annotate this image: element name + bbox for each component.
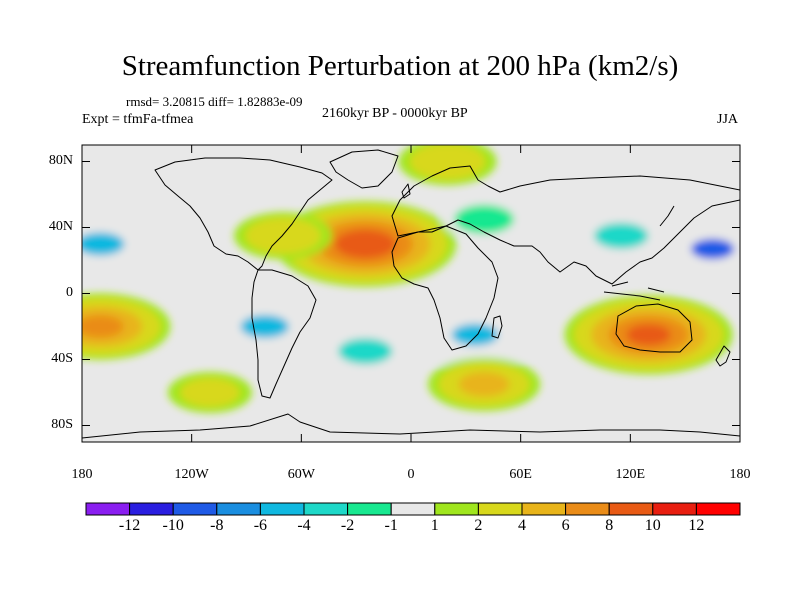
- anomaly-contour-10: [626, 324, 671, 346]
- y-tick-label: 80N: [48, 152, 73, 168]
- colorbar-label: 6: [561, 517, 570, 534]
- anomaly-contour-11: [82, 315, 124, 338]
- anomaly-contour-12: [458, 372, 510, 397]
- coastline-madagascar: [491, 315, 503, 339]
- colorbar-label: -10: [162, 517, 184, 534]
- colorbar-swatch: [565, 502, 610, 516]
- colorbar-label: -6: [253, 517, 268, 534]
- anomaly-contour-5: [454, 204, 514, 234]
- coastline-eurasia: [391, 165, 740, 285]
- coastline-greenland: [329, 149, 399, 189]
- y-tick-label: 40S: [51, 350, 73, 366]
- anomaly-contour-8: [338, 338, 393, 365]
- coastline-north-america: [154, 157, 333, 271]
- contour-fill-layer: [82, 145, 740, 413]
- colorbar-label: 1: [430, 517, 439, 534]
- coastline-africa: [391, 225, 499, 351]
- colorbar-label: 10: [644, 517, 661, 534]
- anomaly-contour-7: [240, 315, 289, 338]
- colorbar-label: 4: [518, 517, 526, 534]
- y-tick-label: 80S: [51, 416, 73, 432]
- chart-title: Streamfunction Perturbation at 200 hPa (…: [121, 50, 679, 82]
- coastline-british-isles: [401, 183, 411, 199]
- season-label: JJA: [717, 112, 739, 127]
- anomaly-contour-2: [82, 232, 125, 256]
- coastline-layer: [82, 149, 740, 439]
- colorbar-swatch: [216, 502, 261, 516]
- coastline-south-america: [251, 269, 317, 399]
- colorbar-label: -1: [384, 517, 398, 534]
- colorbar-label: 12: [688, 517, 705, 534]
- colorbar-swatch: [347, 502, 392, 516]
- colorbar-swatch: [695, 502, 741, 516]
- colorbar-label: -4: [297, 517, 311, 534]
- x-tick-label: 60W: [287, 467, 315, 482]
- colorbar-label: 8: [605, 517, 614, 534]
- colorbar: [85, 502, 741, 516]
- colorbar-swatch: [652, 502, 697, 516]
- colorbar-swatch: [129, 502, 174, 516]
- anomaly-contour-0: [343, 233, 387, 255]
- colorbar-swatch: [390, 502, 436, 516]
- anomaly-contour-4: [594, 222, 649, 249]
- axis-ticks: [81, 145, 741, 442]
- x-tick-label: 120W: [174, 467, 209, 482]
- colorbar-swatch: [521, 502, 567, 516]
- coastline-australia: [615, 303, 693, 353]
- x-tick-label: 0: [407, 467, 415, 482]
- anomaly-contour-3: [691, 238, 735, 260]
- y-tick-label: 40N: [48, 218, 73, 234]
- colorbar-swatch: [172, 502, 218, 516]
- anomaly-contour-9: [451, 323, 499, 346]
- colorbar-label: -8: [210, 517, 224, 534]
- colorbar-swatch: [85, 502, 131, 516]
- colorbar-swatch: [608, 502, 654, 516]
- anomaly-contour-1: [255, 222, 311, 249]
- x-tick-label: 180: [729, 467, 751, 482]
- colorbar-swatch: [477, 502, 523, 516]
- coastline-japan: [659, 205, 675, 227]
- coastline-antarctica: [82, 413, 740, 439]
- colorbar-label: -2: [340, 517, 355, 534]
- colorbar-label: -12: [118, 517, 141, 534]
- coastline-new-zealand: [715, 345, 731, 367]
- colorbar-swatch: [259, 502, 305, 516]
- colorbar-swatch: [434, 502, 479, 516]
- stats-text: rmsd= 3.20815 diff= 1.82883e-09: [126, 94, 303, 109]
- colorbar-swatch: [303, 502, 349, 516]
- x-tick-label: 120E: [615, 467, 646, 482]
- coastline-indonesia: [603, 281, 665, 301]
- x-tick-label: 60E: [509, 467, 532, 482]
- anomaly-contour-6: [420, 148, 475, 175]
- x-tick-label: 180: [71, 467, 93, 482]
- anomaly-contour-13: [180, 377, 240, 408]
- experiment-label: Expt = tfmFa-tfmea: [82, 112, 194, 127]
- colorbar-label: 2: [474, 517, 483, 534]
- period-label: 2160kyr BP - 0000kyr BP: [322, 106, 468, 121]
- y-tick-label: 0: [66, 284, 73, 300]
